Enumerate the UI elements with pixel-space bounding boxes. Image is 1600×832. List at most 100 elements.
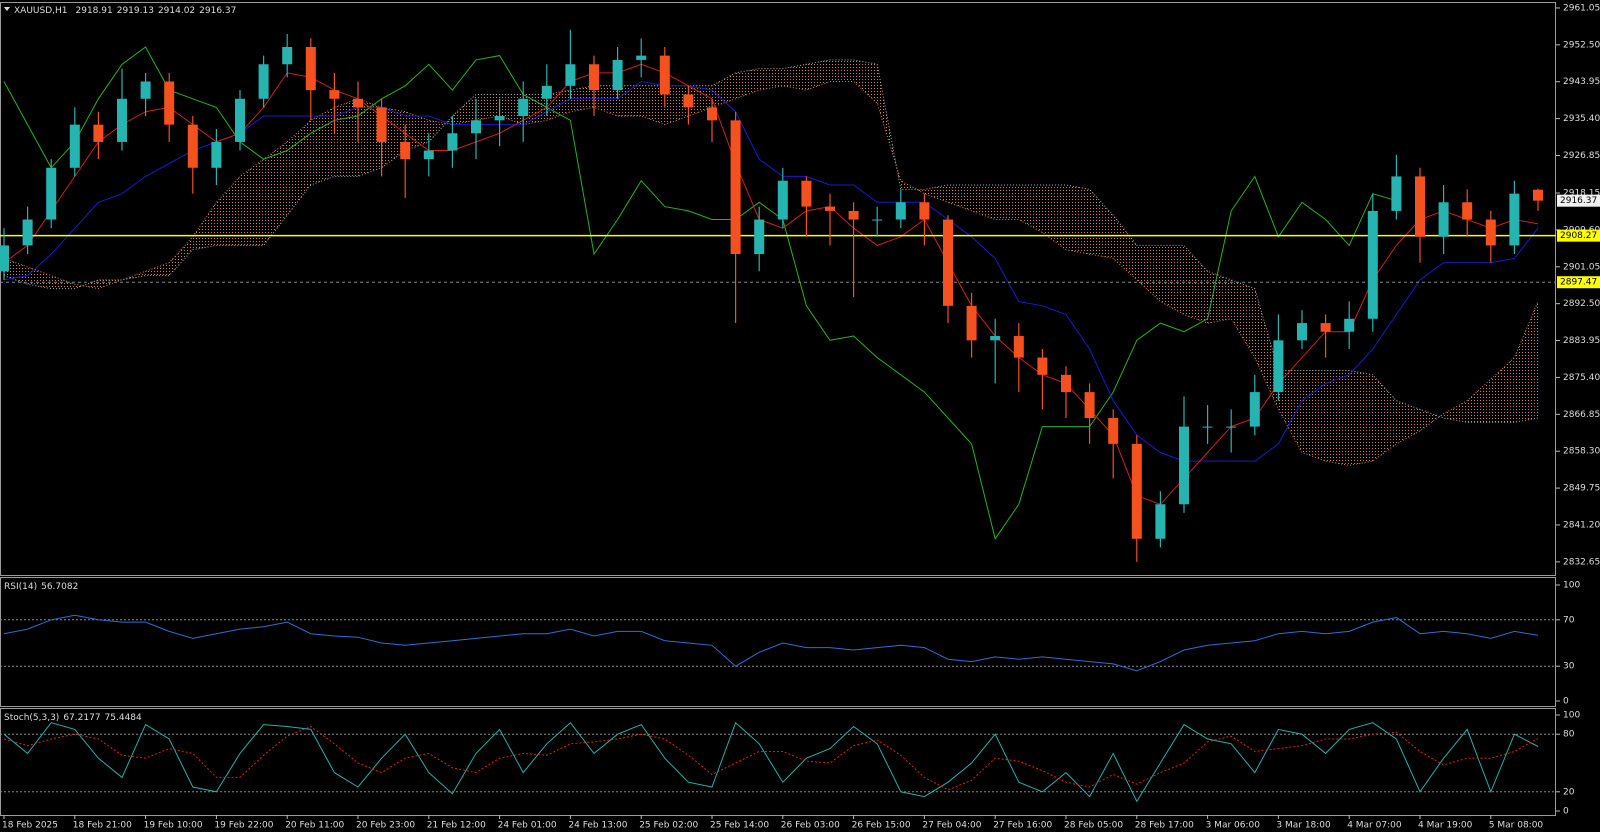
- candle-body: [211, 141, 222, 168]
- y-tick-label: 2883.95: [1563, 336, 1600, 346]
- rsi-last-value: 56.7082: [41, 582, 78, 592]
- indicator-line: [3, 614, 1539, 672]
- candle-body: [1391, 176, 1402, 211]
- x-tick-label: 27 Feb 16:00: [993, 821, 1052, 831]
- price-line-label-box: [1557, 276, 1600, 289]
- x-tick-label: 28 Feb 05:00: [1064, 821, 1123, 831]
- candle-body: [329, 90, 340, 99]
- candle-body: [235, 98, 245, 142]
- y-tick-label: 2892.50: [1563, 299, 1600, 309]
- candle-body: [825, 206, 835, 211]
- x-tick-label: 25 Feb 14:00: [710, 821, 769, 831]
- candle-body: [1533, 189, 1543, 201]
- candle-body: [518, 98, 529, 117]
- kijun-line: [3, 80, 1539, 462]
- candle-body: [93, 124, 104, 142]
- stoch-title: Stoch(5,3,3): [4, 713, 59, 723]
- candle-body: [707, 107, 717, 121]
- rsi-panel-frame: [0, 577, 1556, 707]
- candle-body: [423, 150, 434, 160]
- header-open: 2918.91: [76, 6, 113, 16]
- candle-body: [1367, 210, 1378, 319]
- y-tick-label: 2875.40: [1563, 373, 1600, 383]
- candle-body: [919, 202, 930, 220]
- candle-body: [966, 305, 977, 341]
- candle-body: [872, 219, 883, 221]
- y-tick-label: 2943.95: [1563, 77, 1600, 87]
- candle-body: [1344, 318, 1355, 332]
- header-high: 2919.13: [117, 6, 154, 16]
- candle-body: [117, 98, 127, 142]
- y-tick-label: 2926.85: [1563, 151, 1600, 161]
- candle-body: [1249, 392, 1260, 427]
- candle-body: [187, 124, 198, 168]
- candle-body: [258, 64, 269, 99]
- candle-body: [943, 219, 953, 306]
- y-tick-label: 0: [1563, 807, 1569, 817]
- stoch-signal-last: 75.4484: [105, 713, 142, 723]
- x-tick-label: 20 Feb 23:00: [356, 821, 415, 831]
- candle-body: [1297, 323, 1307, 341]
- candle-body: [777, 180, 788, 220]
- price-line-label-box: [1557, 229, 1600, 242]
- candle-body: [1155, 504, 1166, 539]
- y-tick-label: 2849.75: [1563, 484, 1600, 494]
- x-tick-label: 19 Feb 10:00: [144, 821, 203, 831]
- indicator-line: [3, 725, 1539, 791]
- candle-body: [541, 85, 552, 99]
- x-tick-label: 26 Feb 03:00: [781, 821, 840, 831]
- y-tick-label: 20: [1563, 787, 1575, 797]
- candle-body: [1037, 357, 1048, 375]
- x-tick-label: 24 Feb 13:00: [568, 821, 627, 831]
- symbol: XAUUSD,H1: [14, 6, 68, 16]
- candle-body: [140, 81, 151, 99]
- candle-body: [990, 336, 1001, 341]
- candle-body: [1485, 219, 1496, 246]
- x-tick-label: 26 Feb 15:00: [852, 821, 911, 831]
- y-tick-label: 100: [1563, 711, 1580, 721]
- y-tick-label: 100: [1563, 581, 1580, 591]
- candle-body: [1013, 336, 1024, 358]
- candle-body: [1084, 392, 1095, 418]
- candle-body: [1273, 340, 1284, 393]
- x-tick-label: 3 Mar 06:00: [1206, 821, 1261, 831]
- candle-body: [1462, 202, 1473, 220]
- candle-body: [1226, 426, 1237, 428]
- y-tick-label: 30: [1563, 662, 1575, 672]
- x-tick-label: 25 Feb 02:00: [639, 821, 698, 831]
- candle-body: [1108, 417, 1119, 444]
- candle-body: [801, 180, 812, 207]
- header-close: 2916.37: [199, 6, 236, 16]
- main-panel-frame: [0, 2, 1556, 576]
- candle-body: [1415, 176, 1425, 237]
- rsi-title: RSI(14): [4, 582, 37, 592]
- candle-body: [69, 124, 80, 168]
- x-tick-label: 20 Feb 11:00: [285, 821, 344, 831]
- indicator-line: [3, 721, 1539, 803]
- candle-body: [376, 107, 387, 142]
- candle-body: [754, 219, 765, 255]
- candle-body: [683, 94, 694, 108]
- header-low: 2914.02: [158, 6, 195, 16]
- y-tick-label: 0: [1563, 697, 1569, 707]
- x-tick-label: 5 Mar 08:00: [1489, 821, 1544, 831]
- x-tick-label: 4 Mar 07:00: [1347, 821, 1402, 831]
- candle-body: [471, 120, 481, 134]
- candle-body: [636, 55, 647, 60]
- price-line-label: 2897.47: [1560, 278, 1597, 288]
- candle-body: [848, 210, 859, 220]
- candle-body: [46, 167, 57, 220]
- last-price-label: 2916.37: [1560, 196, 1597, 206]
- candle-body: [22, 219, 33, 246]
- candle-body: [164, 81, 175, 125]
- candle-body: [353, 98, 363, 108]
- x-tick-label: 27 Feb 04:00: [922, 821, 981, 831]
- x-tick-label: 3 Mar 18:00: [1276, 821, 1331, 831]
- x-tick-label: 19 Feb 22:00: [214, 821, 273, 831]
- y-tick-label: 2858.30: [1563, 447, 1600, 457]
- panel-0: [0, 29, 1556, 562]
- rsi-header: RSI(14) 56.7082: [4, 582, 78, 592]
- menu-triangle: [4, 7, 10, 11]
